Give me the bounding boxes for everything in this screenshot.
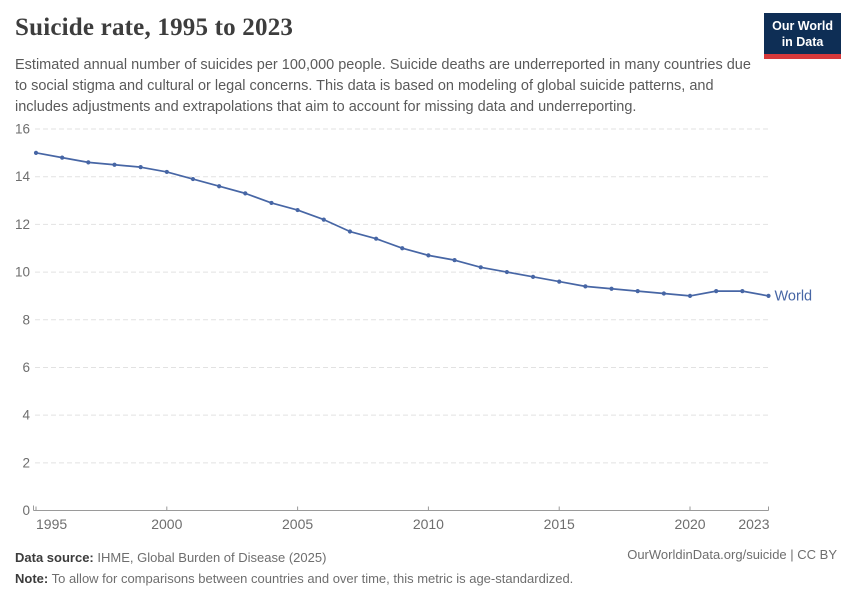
y-tick-label: 10: [15, 265, 30, 280]
note-label: Note:: [15, 571, 49, 586]
data-point[interactable]: [687, 293, 693, 299]
y-tick-label: 12: [15, 217, 30, 232]
owid-logo-line1: Our World: [772, 19, 833, 33]
data-point[interactable]: [164, 169, 169, 175]
data-point[interactable]: [60, 155, 65, 160]
x-tick-label: 2020: [674, 516, 705, 532]
citation-link[interactable]: OurWorldinData.org/suicide | CC BY: [627, 547, 837, 562]
y-tick-label: 0: [22, 503, 30, 518]
data-source-label: Data source:: [15, 550, 94, 565]
y-tick-label: 4: [22, 408, 30, 423]
owid-logo-line2: in Data: [781, 35, 824, 49]
data-point[interactable]: [635, 289, 640, 294]
x-tick-label: 2015: [544, 516, 575, 532]
data-point[interactable]: [33, 150, 39, 155]
note-line: Note: To allow for comparisons between c…: [15, 568, 573, 589]
data-point[interactable]: [530, 274, 536, 279]
data-point[interactable]: [583, 284, 588, 289]
data-point[interactable]: [557, 279, 562, 284]
data-point[interactable]: [400, 246, 405, 251]
y-tick-label: 6: [22, 360, 30, 375]
series-label[interactable]: World: [775, 288, 813, 304]
y-tick-label: 14: [15, 169, 31, 184]
y-tick-label: 2: [22, 455, 30, 470]
x-tick-label: 2000: [151, 516, 182, 532]
data-point[interactable]: [661, 291, 666, 296]
data-point[interactable]: [217, 184, 222, 189]
data-point[interactable]: [609, 286, 614, 291]
y-tick-label: 16: [15, 122, 30, 137]
data-point[interactable]: [86, 160, 91, 165]
data-point[interactable]: [426, 253, 431, 258]
data-source-value: IHME, Global Burden of Disease (2025): [93, 550, 327, 565]
data-point[interactable]: [740, 289, 745, 294]
data-point[interactable]: [347, 229, 353, 234]
data-point[interactable]: [373, 236, 379, 241]
data-point[interactable]: [714, 289, 719, 294]
owid-logo[interactable]: Our World in Data: [764, 13, 841, 59]
chart-subtitle: Estimated annual number of suicides per …: [15, 57, 751, 115]
data-point[interactable]: [138, 165, 143, 170]
footer-source-note: Data source: IHME, Global Burden of Dise…: [15, 547, 573, 589]
data-point[interactable]: [766, 293, 771, 299]
data-point[interactable]: [478, 265, 483, 270]
data-point[interactable]: [190, 176, 196, 182]
data-point[interactable]: [112, 162, 117, 167]
x-tick-label: 1995: [36, 516, 67, 532]
data-point[interactable]: [452, 258, 457, 263]
y-tick-label: 8: [22, 312, 30, 327]
data-point[interactable]: [321, 217, 326, 222]
x-tick-label: 2005: [282, 516, 313, 532]
x-tick-label: 2010: [413, 516, 444, 532]
data-point[interactable]: [269, 200, 274, 206]
data-point[interactable]: [243, 191, 248, 196]
data-source-line: Data source: IHME, Global Burden of Dise…: [15, 547, 573, 568]
data-point[interactable]: [295, 207, 300, 213]
note-value: To allow for comparisons between countri…: [48, 571, 574, 586]
x-tick-label: 2023: [738, 516, 769, 532]
series-line[interactable]: [35, 151, 770, 297]
chart-title: Suicide rate, 1995 to 2023: [15, 14, 294, 41]
data-point[interactable]: [504, 269, 509, 275]
